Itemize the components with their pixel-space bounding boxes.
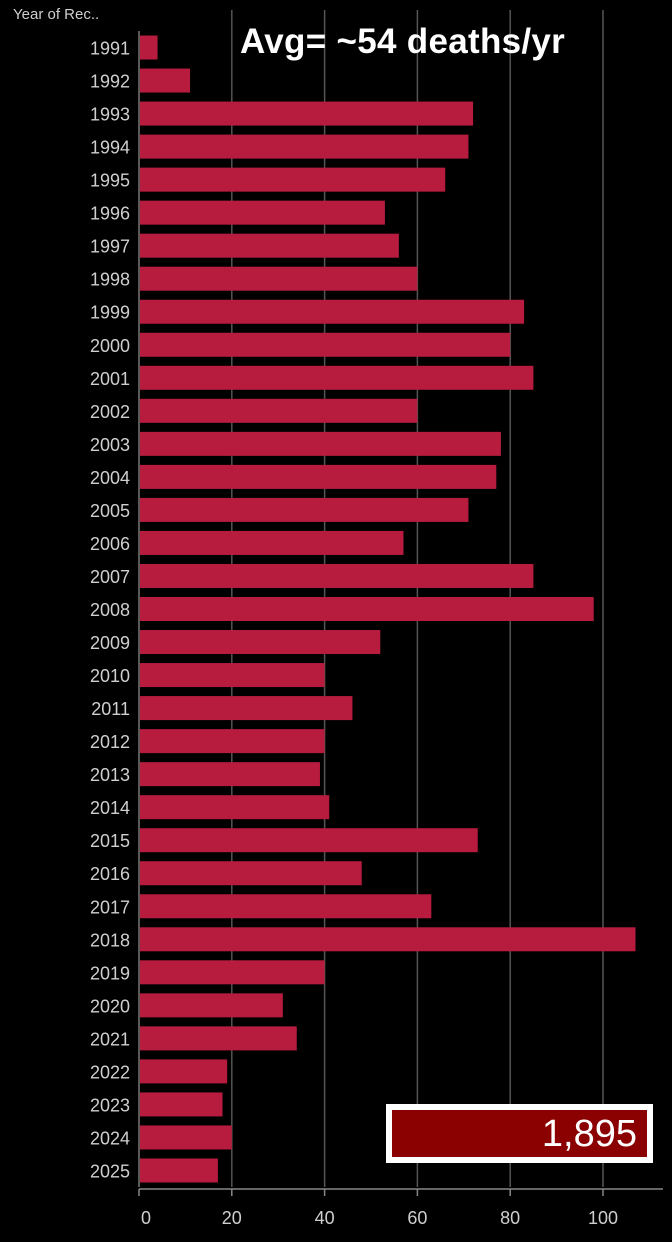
year-label: 2005 bbox=[90, 501, 130, 521]
bar bbox=[140, 101, 474, 126]
year-label: 2022 bbox=[90, 1062, 130, 1082]
bar bbox=[140, 497, 469, 522]
total-value: 1,895 bbox=[392, 1110, 647, 1157]
bars bbox=[140, 35, 636, 1183]
year-label: 2018 bbox=[90, 930, 130, 950]
x-tick-label: 80 bbox=[500, 1208, 520, 1228]
year-label: 2009 bbox=[90, 633, 130, 653]
year-label: 2000 bbox=[90, 336, 130, 356]
bar bbox=[140, 563, 534, 588]
bar bbox=[140, 398, 418, 423]
bar bbox=[140, 894, 432, 919]
year-label: 2015 bbox=[90, 831, 130, 851]
year-label: 1996 bbox=[90, 204, 130, 224]
bar bbox=[140, 993, 283, 1018]
bar bbox=[140, 167, 446, 192]
bar bbox=[140, 1026, 297, 1051]
x-tick-label: 100 bbox=[588, 1208, 618, 1228]
x-tick-label: 60 bbox=[407, 1208, 427, 1228]
bar bbox=[140, 828, 478, 853]
bar bbox=[140, 762, 320, 787]
bar bbox=[140, 431, 501, 456]
year-label: 2001 bbox=[90, 369, 130, 389]
bar bbox=[140, 68, 191, 93]
year-label: 1998 bbox=[90, 270, 130, 290]
year-label: 1994 bbox=[90, 138, 130, 158]
year-label: 2020 bbox=[90, 996, 130, 1016]
year-label: 2002 bbox=[90, 402, 130, 422]
bar bbox=[140, 861, 362, 886]
year-label: 2017 bbox=[90, 897, 130, 917]
bar bbox=[140, 530, 404, 555]
bar bbox=[140, 630, 381, 655]
year-label: 1999 bbox=[90, 303, 130, 323]
x-tick-label: 0 bbox=[141, 1208, 151, 1228]
year-label: 2004 bbox=[90, 468, 130, 488]
year-label: 2024 bbox=[90, 1128, 130, 1148]
bar bbox=[140, 1092, 223, 1117]
year-label: 2003 bbox=[90, 435, 130, 455]
average-headline: Avg= ~54 deaths/yr bbox=[240, 22, 566, 61]
bar bbox=[140, 266, 418, 291]
bar bbox=[140, 332, 511, 357]
year-labels: 1991 1992 1993 1994 1995 1996 1997 1998 1999 2000… bbox=[90, 39, 130, 1182]
year-label: 2010 bbox=[90, 666, 130, 686]
year-label: 2012 bbox=[90, 732, 130, 752]
bar bbox=[140, 1158, 218, 1183]
bar bbox=[140, 134, 469, 159]
bar bbox=[140, 927, 636, 952]
year-label: 1993 bbox=[90, 105, 130, 125]
bar bbox=[140, 233, 399, 258]
year-label: 2013 bbox=[90, 765, 130, 785]
bar bbox=[140, 464, 497, 489]
dimension-header: Year of Rec.. bbox=[13, 6, 100, 23]
bar bbox=[140, 35, 158, 60]
bar bbox=[140, 663, 325, 688]
bar bbox=[140, 200, 385, 225]
bar bbox=[140, 1059, 228, 1084]
bar bbox=[140, 299, 525, 324]
x-axis: 0 20 40 60 80 100 bbox=[138, 31, 663, 1228]
bar bbox=[140, 696, 353, 721]
year-label: 2019 bbox=[90, 963, 130, 983]
bar bbox=[140, 729, 325, 754]
year-label: 2025 bbox=[90, 1161, 130, 1181]
year-label: 1997 bbox=[90, 237, 130, 257]
year-label: 2014 bbox=[90, 798, 130, 818]
year-label: 2006 bbox=[90, 534, 130, 554]
total-badge: 1,895 bbox=[386, 1104, 653, 1163]
year-label: 2007 bbox=[90, 567, 130, 587]
year-label: 1991 bbox=[90, 39, 130, 59]
year-label: 2011 bbox=[91, 699, 130, 719]
bar bbox=[140, 1125, 232, 1150]
year-label: 2008 bbox=[90, 600, 130, 620]
year-label: 2021 bbox=[90, 1029, 130, 1049]
bar bbox=[140, 960, 325, 985]
x-tick-label: 40 bbox=[315, 1208, 335, 1228]
bar bbox=[140, 365, 534, 390]
year-label: 2016 bbox=[90, 864, 130, 884]
x-tick-label: 20 bbox=[222, 1208, 242, 1228]
year-label: 1992 bbox=[90, 72, 130, 92]
year-label: 1995 bbox=[90, 171, 130, 191]
bar bbox=[140, 597, 594, 621]
year-label: 2023 bbox=[90, 1095, 130, 1115]
bar bbox=[140, 795, 330, 820]
